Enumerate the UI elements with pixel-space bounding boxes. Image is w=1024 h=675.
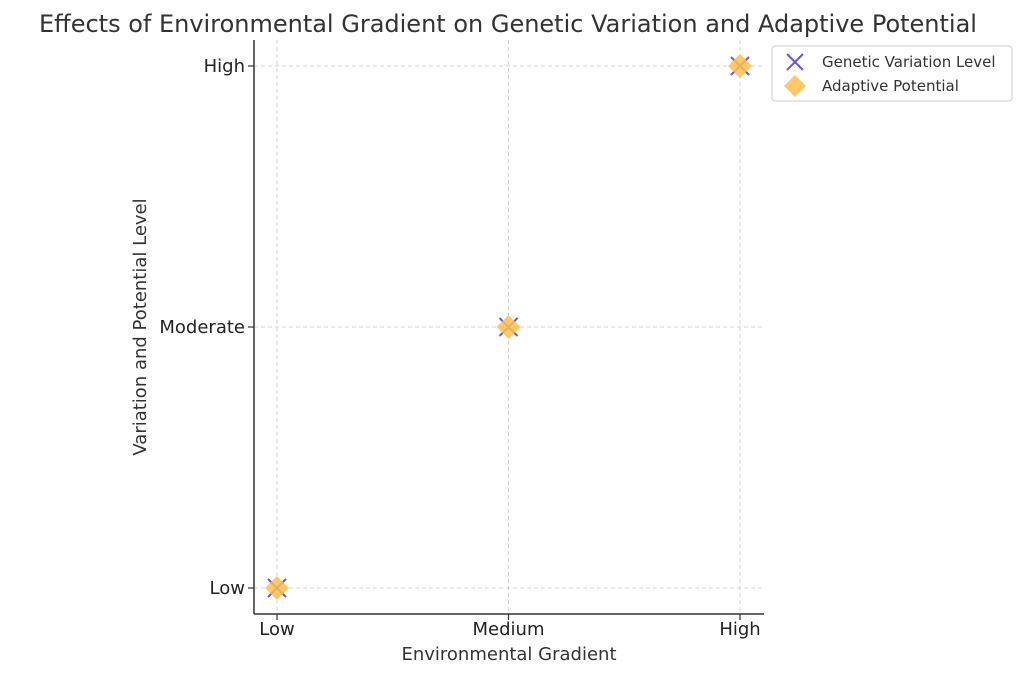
y-tick-label: Low bbox=[210, 578, 245, 599]
x-ticks: Low Medium High bbox=[259, 614, 761, 640]
legend-marker-adaptive-potential bbox=[784, 75, 806, 97]
x-axis-label: Environmental Gradient bbox=[401, 644, 616, 665]
y-ticks: Low Moderate High bbox=[159, 56, 254, 599]
x-tick-label: Low bbox=[259, 619, 294, 640]
x-tick-label: Medium bbox=[473, 619, 545, 640]
y-tick-label: High bbox=[204, 56, 245, 77]
legend-frame bbox=[771, 45, 1013, 102]
legend: Genetic Variation Level Adaptive Potentia… bbox=[771, 45, 1013, 102]
adaptive-potential-point bbox=[496, 315, 521, 339]
legend-marker-genetic-variation bbox=[786, 53, 804, 71]
chart-title: Effects of Environmental Gradient on Gen… bbox=[39, 10, 977, 38]
legend-label: Adaptive Potential bbox=[822, 77, 959, 95]
legend-label: Genetic Variation Level bbox=[822, 53, 996, 71]
x-tick-label: High bbox=[719, 619, 760, 640]
y-axis-label: Variation and Potential Level bbox=[130, 198, 151, 455]
adaptive-potential-point bbox=[728, 54, 752, 78]
y-tick-label: Moderate bbox=[159, 317, 245, 338]
adaptive-potential-point bbox=[265, 576, 289, 600]
data-points bbox=[265, 54, 752, 600]
